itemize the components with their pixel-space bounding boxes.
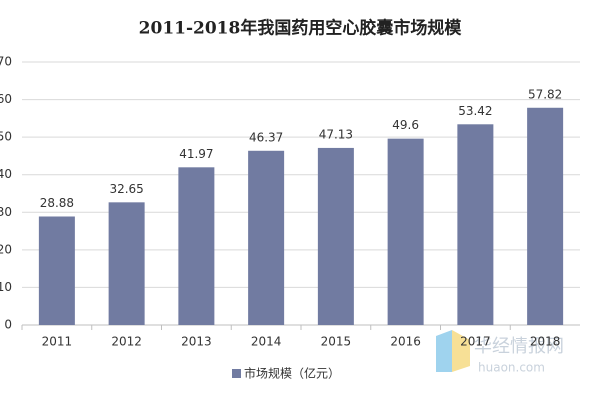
x-tick-label: 2013 [181, 335, 212, 349]
x-tick-label: 2012 [111, 335, 142, 349]
watermark-text: 华经情报网 [474, 336, 564, 357]
value-label: 28.88 [40, 196, 74, 210]
x-tick-label: 2016 [390, 335, 421, 349]
value-label: 49.6 [392, 118, 419, 132]
value-label: 47.13 [319, 127, 353, 141]
x-tick-label: 2017 [460, 335, 491, 349]
x-tick-label: 2011 [42, 335, 73, 349]
y-tick-label: 0 [4, 318, 12, 332]
bar [178, 167, 215, 325]
bar [248, 150, 285, 325]
value-label: 57.82 [528, 87, 562, 101]
x-tick-label: 2014 [251, 335, 282, 349]
value-label: 32.65 [109, 182, 143, 196]
y-tick-label: 40 [0, 167, 12, 181]
y-tick-label: 30 [0, 205, 12, 219]
watermark-logo [436, 330, 452, 372]
watermark-logo [452, 330, 470, 372]
x-tick-label: 2015 [321, 335, 352, 349]
y-tick-label: 70 [0, 55, 12, 69]
legend-swatch [232, 369, 241, 378]
value-label: 41.97 [179, 147, 213, 161]
legend-label: 市场规模（亿元） [244, 366, 340, 381]
y-tick-label: 20 [0, 242, 12, 256]
bar [108, 202, 145, 325]
y-tick-label: 10 [0, 280, 12, 294]
bar [457, 124, 494, 325]
x-tick-label: 2018 [530, 335, 561, 349]
bar [317, 147, 354, 325]
y-tick-label: 60 [0, 92, 12, 106]
bar [387, 138, 424, 325]
y-tick-label: 50 [0, 130, 12, 144]
watermark-url: huaon.com [478, 361, 545, 375]
bar [527, 107, 564, 326]
value-label: 53.42 [458, 104, 492, 118]
value-label: 46.37 [249, 130, 283, 144]
chart-title: 2011-2018年我国药用空心胶囊市场规模 [139, 18, 463, 39]
bar [38, 216, 75, 325]
